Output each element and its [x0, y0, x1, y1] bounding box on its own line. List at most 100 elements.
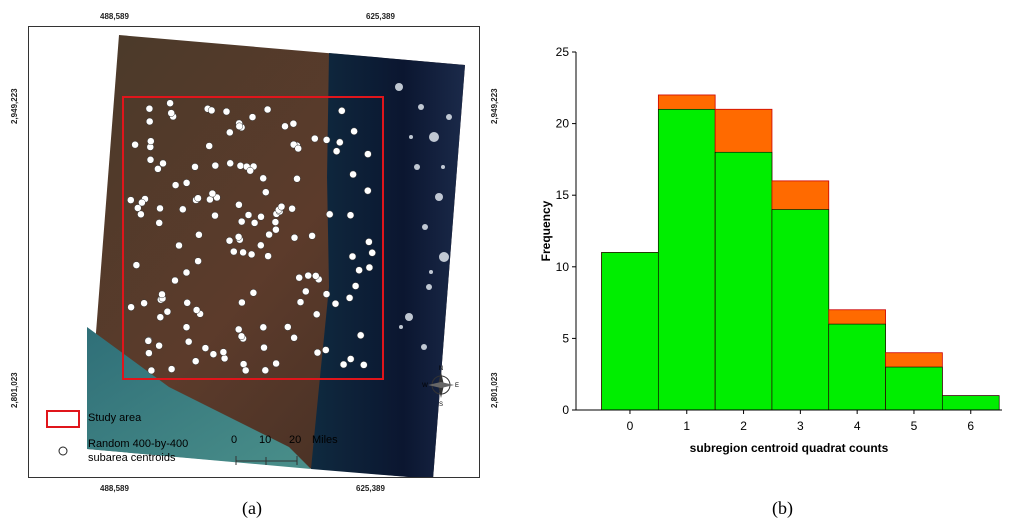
centroid-marker: [356, 331, 365, 340]
y-axis: 0 5 10 15 20 25 Frequency: [539, 45, 577, 417]
x-axis: 0 1 2 3 4 5 6 subregion centroid quadrat counts: [576, 409, 1002, 455]
centroid-marker: [296, 298, 305, 306]
centroid-marker: [259, 323, 268, 332]
legend-study-area-label: Study area: [88, 412, 142, 424]
y-tick-label: 20: [556, 117, 570, 131]
legend-centroid-symbol: [58, 446, 68, 456]
centroid-marker: [322, 136, 331, 144]
centroid-marker: [312, 310, 321, 319]
centroid-marker: [179, 205, 187, 214]
centroid-marker: [365, 238, 373, 246]
centroid-marker: [127, 303, 135, 311]
centroid-marker: [246, 166, 254, 175]
centroid-marker: [167, 109, 175, 117]
centroid-marker: [219, 348, 228, 356]
centroid-marker: [290, 233, 299, 242]
centroid-marker: [265, 230, 273, 239]
centroid-marker: [290, 334, 298, 342]
scale-label-10: 10: [259, 434, 272, 446]
centroid-marker: [239, 360, 248, 368]
centroid-marker: [131, 140, 139, 149]
top-coord-left: 488,589: [100, 12, 129, 21]
bar-green: [714, 151, 773, 411]
centroid-marker: [295, 273, 303, 282]
centroid-marker: [171, 181, 180, 189]
centroid-marker: [132, 261, 141, 269]
x-tick-label: 6: [967, 419, 974, 433]
centroid-marker: [144, 337, 153, 345]
centroid-marker: [257, 241, 265, 250]
x-axis-title: subregion centroid quadrat counts: [690, 441, 889, 455]
centroid-marker: [167, 365, 176, 373]
centroid-marker: [293, 175, 301, 183]
centroid-marker: [182, 179, 191, 187]
centroid-marker: [289, 119, 298, 128]
centroid-marker: [236, 162, 245, 170]
centroid-marker: [145, 349, 153, 357]
left-coord-bottom: 2,801,023: [10, 372, 19, 408]
right-coord-bottom: 2,801,023: [490, 372, 499, 408]
centroid-marker: [208, 189, 217, 198]
centroid-marker: [294, 144, 302, 153]
centroid-marker: [182, 268, 191, 277]
centroid-marker: [145, 104, 154, 113]
centroid-marker: [235, 122, 244, 131]
centroid-marker: [346, 355, 355, 363]
centroid-marker: [155, 341, 163, 350]
bar-green: [942, 395, 1000, 411]
centroid-marker: [137, 210, 145, 219]
centroid-marker: [271, 218, 280, 226]
centroid-marker: [220, 354, 229, 363]
centroid-marker: [235, 201, 243, 209]
centroid-marker: [134, 204, 142, 212]
compass-e: E: [455, 383, 459, 389]
centroid-marker: [365, 263, 374, 272]
centroid-marker: [272, 225, 280, 234]
centroid-marker: [261, 366, 270, 375]
centroid-marker: [360, 361, 368, 369]
bar-green: [771, 209, 830, 411]
legend-centroids-label-1: Random 400-by-400: [88, 438, 189, 450]
centroid-marker: [349, 170, 357, 179]
panel-a-label: (a): [242, 498, 262, 518]
y-tick-label: 25: [556, 45, 570, 59]
y-tick-label: 0: [562, 403, 569, 417]
centroid-marker: [205, 142, 213, 150]
centroid-marker: [194, 194, 202, 202]
bar-green: [601, 252, 659, 411]
centroid-marker: [355, 266, 363, 274]
scale-label-20: 20: [289, 434, 302, 446]
bottom-coord-left: 488,589: [100, 484, 129, 493]
centroid-marker: [264, 252, 272, 260]
centroid-marker: [331, 299, 340, 308]
centroid-marker: [175, 241, 183, 250]
centroid-marker: [272, 359, 280, 368]
centroid-marker: [140, 299, 148, 307]
centroid-marker: [262, 188, 270, 196]
centroid-marker: [257, 213, 265, 221]
centroid-marker: [195, 231, 203, 239]
centroid-marker: [191, 357, 200, 365]
x-tick-label: 0: [627, 419, 634, 433]
compass-n: N: [439, 366, 443, 372]
centroid-marker: [192, 306, 201, 314]
centroid-marker: [336, 138, 344, 147]
compass-w: W: [422, 383, 428, 389]
centroid-marker: [138, 198, 146, 207]
centroid-marker: [288, 204, 296, 213]
centroid-marker: [244, 211, 253, 219]
centroid-marker: [311, 134, 319, 143]
centroid-marker: [234, 233, 243, 241]
legend-study-area-swatch: [46, 410, 80, 428]
centroid-marker: [156, 313, 165, 321]
legend-centroids-label-2: subarea centroids: [88, 452, 176, 464]
centroid-marker: [155, 219, 163, 227]
centroid-marker: [364, 186, 372, 195]
centroid-marker: [211, 211, 219, 220]
scale-bar: [235, 456, 298, 465]
centroid-marker: [209, 350, 218, 358]
y-tick-label: 15: [556, 188, 570, 202]
centroid-marker: [191, 163, 199, 171]
centroid-marker: [230, 247, 238, 256]
y-tick-label: 10: [556, 260, 570, 274]
